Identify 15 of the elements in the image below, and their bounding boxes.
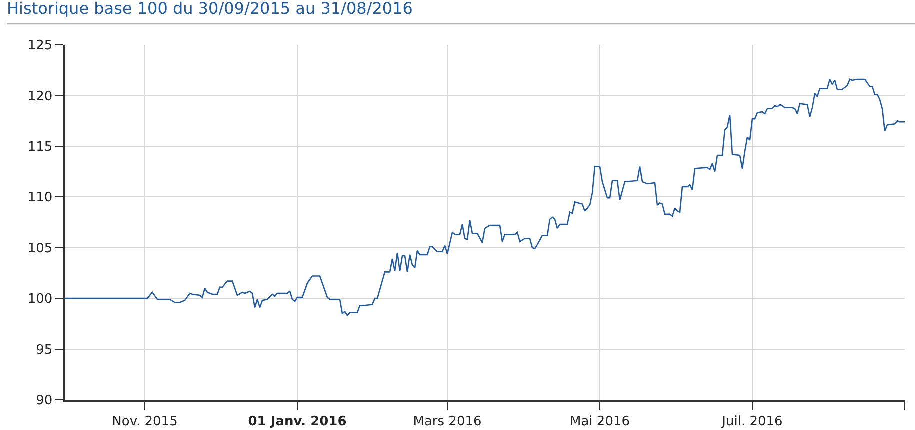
y-tick-label: 100 [28, 292, 53, 308]
y-tick-label: 90 [36, 394, 53, 409]
y-tick-label: 120 [28, 89, 53, 104]
x-tick-label: Juil. 2016 [721, 414, 783, 430]
x-tick-label: Mars 2016 [413, 414, 482, 430]
y-tick-label: 105 [28, 241, 53, 256]
line-series [65, 78, 905, 316]
chart-title: Historique base 100 du 30/09/2015 au 31/08/2016 [7, 0, 413, 18]
y-tick-label: 115 [28, 140, 53, 155]
y-tick-label: 110 [28, 190, 53, 206]
x-tick-label: 01 Janv. 2016 [248, 414, 347, 430]
x-tick-label: Mai 2016 [570, 414, 630, 430]
x-tick-label: Nov. 2015 [112, 414, 178, 430]
y-tick-label: 125 [28, 38, 53, 54]
y-tick-label: 95 [36, 342, 53, 358]
